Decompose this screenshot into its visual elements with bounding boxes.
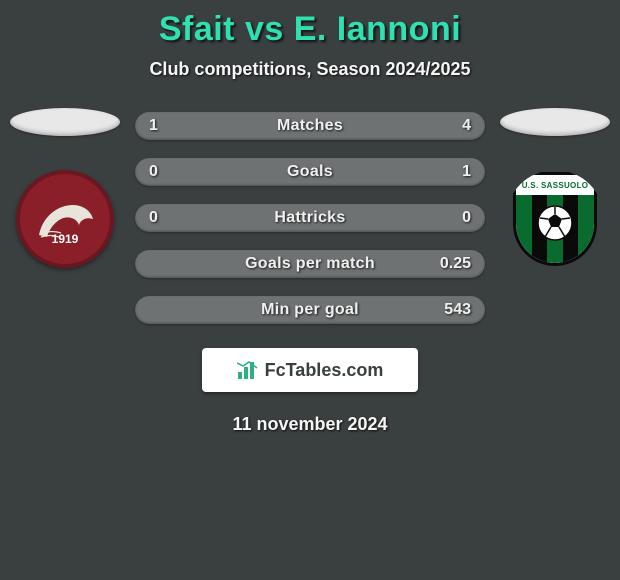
stat-row: Min per goal 543 bbox=[135, 296, 485, 324]
right-player-placeholder bbox=[500, 108, 610, 136]
stat-label: Matches bbox=[277, 117, 343, 135]
comparison-card: Sfait vs E. Iannoni Club competitions, S… bbox=[0, 0, 620, 580]
stat-row: Goals 0 1 bbox=[135, 158, 485, 186]
stat-right-value: 1 bbox=[462, 163, 471, 181]
date-text: 11 november 2024 bbox=[232, 414, 387, 435]
soccer-ball-icon bbox=[537, 205, 573, 241]
brand-text: FcTables.com bbox=[265, 360, 384, 381]
crest-top-text: U.S. SASSUOLO bbox=[516, 175, 594, 195]
stat-right-value: 0 bbox=[462, 209, 471, 227]
left-player-placeholder bbox=[10, 108, 120, 136]
right-player-column: U.S. SASSUOLO bbox=[495, 112, 615, 268]
stat-row: Hattricks 0 0 bbox=[135, 204, 485, 232]
stat-label: Hattricks bbox=[274, 209, 345, 227]
stat-label: Min per goal bbox=[261, 301, 359, 319]
stats-table: Matches 1 4 Goals 0 1 Hattricks 0 0 Goals per mat… bbox=[135, 112, 485, 324]
stat-row: Matches 1 4 bbox=[135, 112, 485, 140]
subtitle: Club competitions, Season 2024/2025 bbox=[149, 59, 470, 80]
left-team-crest: 1919 bbox=[16, 170, 114, 268]
stat-label: Goals per match bbox=[245, 255, 375, 273]
left-player-column: 1919 bbox=[5, 112, 125, 268]
stat-left-value: 0 bbox=[149, 163, 158, 181]
stat-left-value: 1 bbox=[149, 117, 158, 135]
crest-inner: 1919 bbox=[20, 174, 110, 264]
bar-chart-icon bbox=[237, 360, 259, 380]
stat-row: Goals per match 0.25 bbox=[135, 250, 485, 278]
comparison-body: 1919 Matches 1 4 Goals 0 1 Hattricks 0 0 Goals pe… bbox=[0, 112, 620, 324]
stat-right-value: 4 bbox=[462, 117, 471, 135]
stat-label: Goals bbox=[287, 163, 333, 181]
crest-year: 1919 bbox=[52, 232, 79, 246]
stat-right-value: 543 bbox=[444, 301, 471, 319]
shield-icon: U.S. SASSUOLO bbox=[513, 172, 597, 266]
stat-left-value: 0 bbox=[149, 209, 158, 227]
stat-right-value: 0.25 bbox=[440, 255, 471, 273]
right-team-crest: U.S. SASSUOLO bbox=[506, 170, 604, 268]
page-title: Sfait vs E. Iannoni bbox=[159, 10, 461, 49]
brand-badge: FcTables.com bbox=[202, 348, 418, 392]
